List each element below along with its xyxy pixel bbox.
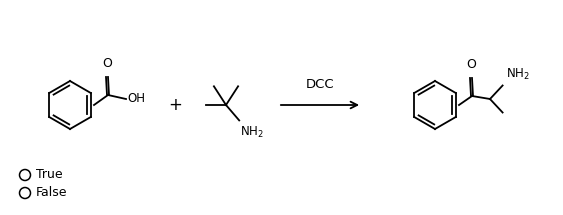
Text: DCC: DCC [306,78,334,91]
Text: False: False [36,186,68,200]
Text: +: + [168,96,182,114]
Text: OH: OH [127,92,145,106]
Text: O: O [466,58,476,71]
Text: NH$_2$: NH$_2$ [506,67,529,83]
Text: True: True [36,169,62,181]
Text: O: O [102,57,112,70]
Text: NH$_2$: NH$_2$ [240,124,264,140]
